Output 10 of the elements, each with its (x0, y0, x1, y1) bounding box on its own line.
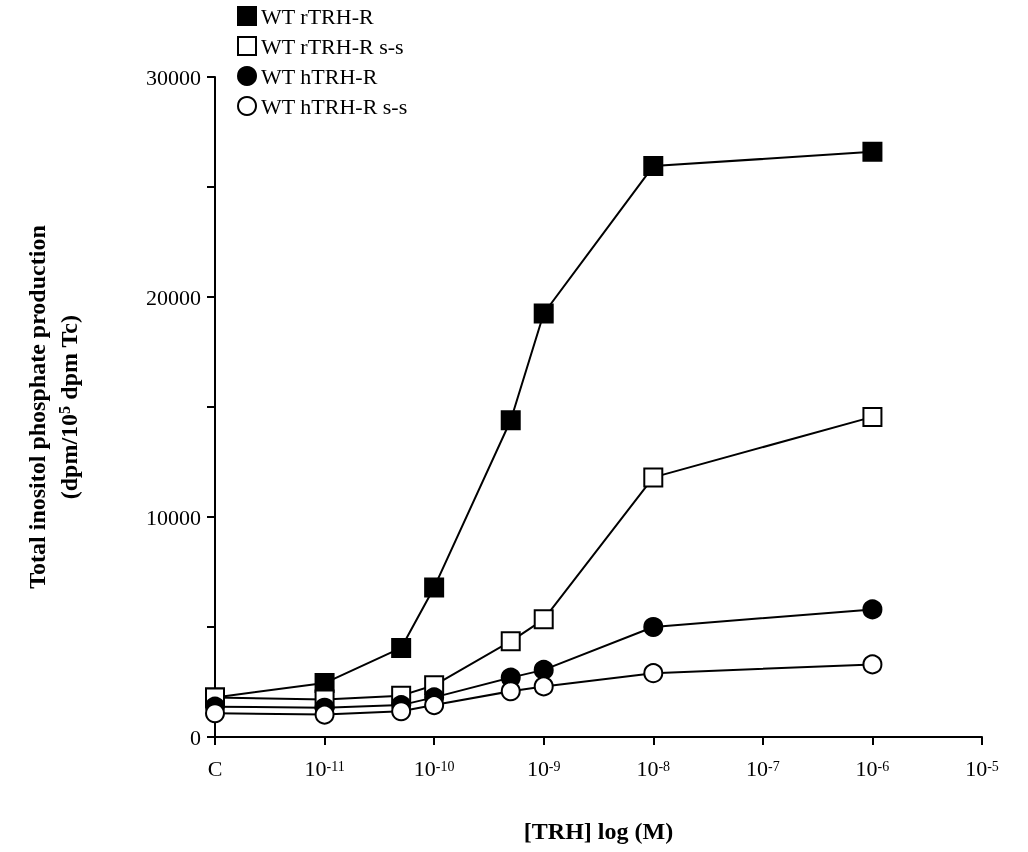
y-tick-label: 20000 (146, 284, 201, 310)
x-axis-title: [TRH] log (M) (523, 818, 674, 844)
legend-label: WT hTRH-R (261, 63, 378, 89)
legend-label: WT rTRH-R (261, 3, 374, 29)
y-tick-label: 30000 (146, 64, 201, 90)
y-tick-label: 0 (190, 724, 201, 750)
y-tick-label: 10000 (146, 504, 201, 530)
legend-label: WT rTRH-R s-s (261, 33, 404, 59)
legend-label: WT hTRH-R s-s (261, 93, 408, 119)
x-tick-label: C (207, 755, 223, 781)
